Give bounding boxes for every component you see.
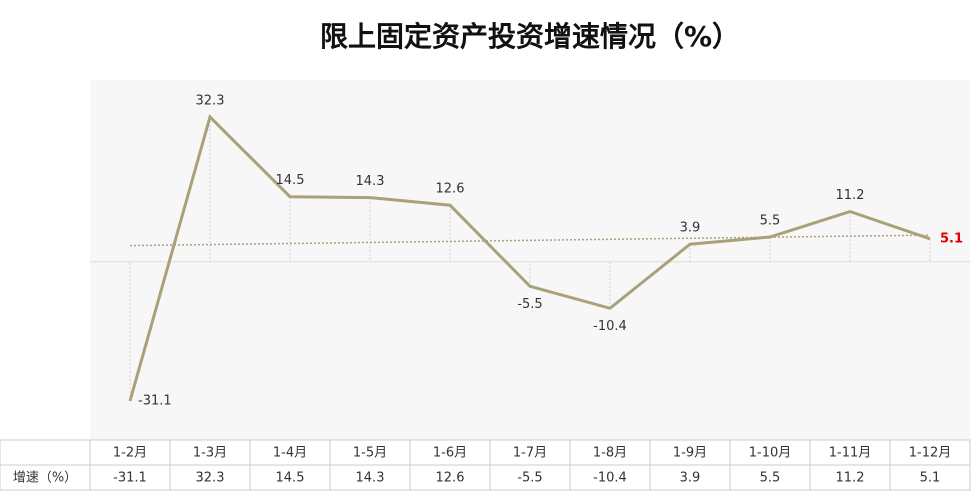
x-tick-label: 1-5月	[353, 446, 387, 461]
table-value: 14.3	[356, 471, 385, 486]
data-label: 12.6	[436, 182, 465, 197]
x-tick-label: 1-2月	[113, 446, 147, 461]
x-tick-label: 1-11月	[829, 446, 872, 461]
data-label: 3.9	[680, 221, 701, 236]
table-value: 12.6	[436, 471, 465, 486]
table-value: -10.4	[593, 471, 627, 486]
table-value: 14.5	[276, 471, 305, 486]
data-label: 11.2	[836, 188, 865, 203]
x-tick-label: 1-8月	[593, 446, 627, 461]
table-value: 5.5	[760, 471, 781, 486]
table-value: -5.5	[517, 471, 542, 486]
table-value: -31.1	[113, 471, 147, 486]
line-series	[128, 114, 931, 402]
x-tick-label: 1-12月	[909, 446, 952, 461]
table-row-label: 增速（%）	[13, 471, 77, 486]
chart-title: 限上固定资产投资增速情况（%）	[320, 20, 740, 53]
table-value: 3.9	[680, 471, 701, 486]
data-label: 5.1	[940, 231, 963, 246]
data-label: 32.3	[196, 94, 225, 109]
data-label: -31.1	[138, 394, 172, 409]
x-tick-label: 1-9月	[673, 446, 707, 461]
x-tick-label: 1-6月	[433, 446, 467, 461]
trendline	[129, 234, 931, 247]
data-label: -10.4	[593, 319, 627, 334]
x-tick-label: 1-7月	[513, 446, 547, 461]
data-label: 14.5	[276, 173, 305, 188]
data-label: -5.5	[517, 297, 542, 312]
table-value: 11.2	[836, 471, 865, 486]
plot-area	[90, 80, 970, 440]
table-value: 5.1	[920, 471, 941, 486]
data-label: 14.3	[356, 174, 385, 189]
x-tick-label: 1-4月	[273, 446, 307, 461]
table-value: 32.3	[196, 471, 225, 486]
x-tick-label: 1-10月	[749, 446, 792, 461]
data-label: 5.5	[760, 214, 781, 229]
x-tick-label: 1-3月	[193, 446, 227, 461]
